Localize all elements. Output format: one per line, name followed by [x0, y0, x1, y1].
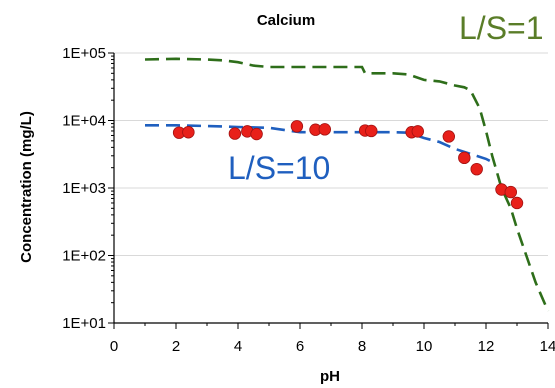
- annotation-ls10: L/S=10: [228, 150, 330, 186]
- data-point: [290, 120, 304, 133]
- y-tick-label: 1E+01: [62, 315, 106, 332]
- data-point: [470, 162, 483, 176]
- y-tick-label: 1E+05: [62, 45, 106, 62]
- data-point: [318, 123, 332, 136]
- x-tick-label: 10: [416, 338, 433, 355]
- x-tick-label: 4: [234, 338, 242, 355]
- y-tick-label: 1E+02: [62, 248, 106, 265]
- x-tick-label: 8: [358, 338, 366, 355]
- x-tick-label: 14: [540, 338, 555, 355]
- data-point: [250, 127, 263, 141]
- data-point: [228, 127, 242, 140]
- series-line-0: [144, 57, 550, 312]
- data-point: [411, 125, 425, 138]
- data-point: [504, 185, 518, 199]
- annotation-ls1: L/S=1: [459, 10, 544, 46]
- y-tick-label: 1E+04: [62, 113, 106, 130]
- x-tick-label: 0: [110, 338, 118, 355]
- data-point: [442, 130, 456, 143]
- x-tick-label: 12: [478, 338, 495, 355]
- series-line-1: [145, 124, 496, 165]
- data-point: [182, 126, 195, 139]
- data-point: [365, 124, 378, 138]
- y-axis-title: Concentration (mg/L): [18, 111, 35, 263]
- x-axis-title: pH: [320, 368, 340, 385]
- series-layer: [144, 57, 550, 312]
- axes: [108, 52, 549, 329]
- x-tick-label: 2: [172, 338, 180, 355]
- tick-labels: 1E+01 1E+02 1E+03 1E+04 1E+05 0 2 4 6 8 10 12 14: [62, 45, 555, 355]
- y-tick-label: 1E+03: [62, 180, 106, 197]
- grid-lines: [114, 52, 548, 324]
- x-tick-label: 6: [296, 338, 304, 355]
- data-point: [510, 196, 524, 210]
- chart-title: Calcium: [257, 12, 315, 29]
- data-point: [458, 151, 471, 165]
